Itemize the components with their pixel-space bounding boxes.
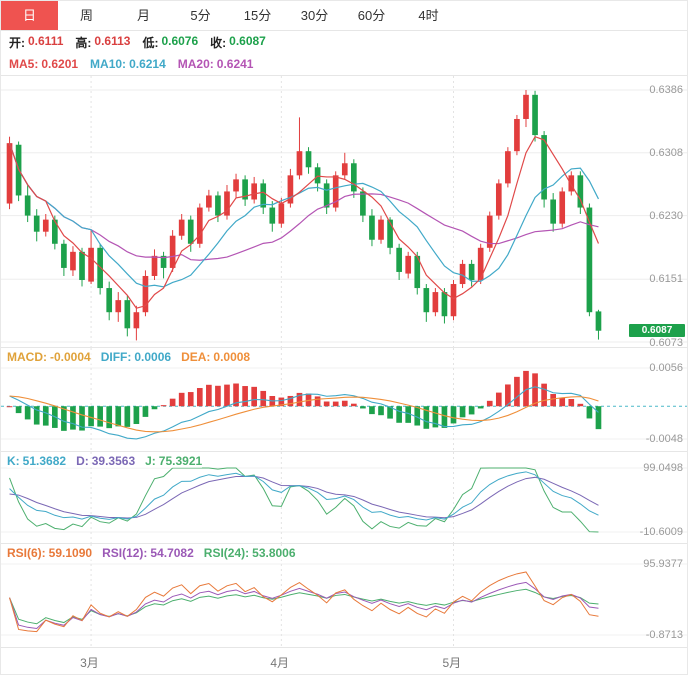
rsi6-label: RSI(6): — [7, 546, 46, 560]
low-label: 低: — [142, 35, 159, 50]
tab-30min[interactable]: 30分 — [300, 8, 329, 23]
rsi-panel: RSI(6): 59.1090 RSI(12): 54.7082 RSI(24): 5… — [1, 543, 687, 647]
tab-5min[interactable]: 5分 — [190, 8, 211, 23]
tab-15min[interactable]: 15分 — [243, 8, 272, 23]
time-axis: 3月 4月 5月 — [1, 647, 687, 674]
month-label-march: 3月 — [80, 656, 99, 670]
open-value: 0.6111 — [28, 33, 64, 48]
kdj-panel: K: 51.3682 D: 39.3563 J: 75.3921 99.0498 -1… — [1, 451, 687, 543]
d-value: 39.3563 — [91, 454, 136, 468]
j-label: J: — [145, 454, 156, 468]
k-value: 51.3682 — [22, 454, 67, 468]
rsi24-value: 53.8006 — [252, 546, 296, 560]
k-readout: K: 51.3682 — [7, 454, 66, 468]
macd-axis-top: 0.0056 — [649, 362, 683, 374]
diff-readout: DIFF: 0.0006 — [101, 350, 171, 364]
ma5-value: 0.6201 — [41, 57, 79, 71]
rsi-readout: RSI(6): 59.1090 RSI(12): 54.7082 RSI(24): 5… — [7, 546, 296, 560]
open-label: 开: — [9, 35, 25, 50]
ma10-readout: MA10: 0.6214 — [90, 57, 166, 71]
tab-day[interactable]: 日 — [1, 1, 58, 30]
main-axis-label-1: 0.6386 — [649, 84, 683, 96]
low-readout: 低: 0.6076 — [142, 34, 198, 51]
ma-readout: MA5: 0.6201 MA10: 0.6214 MA20: 0.6241 — [1, 53, 687, 75]
close-label: 收: — [210, 35, 227, 50]
k-label: K: — [7, 454, 20, 468]
ma20-label: MA20: — [177, 57, 214, 71]
macd-axis-bottom: -0.0048 — [645, 433, 683, 445]
ma5-readout: MA5: 0.6201 — [9, 57, 78, 71]
main-axis-label-2: 0.6308 — [649, 147, 683, 159]
kdj-readout: K: 51.3682 D: 39.3563 J: 75.3921 — [7, 454, 203, 468]
last-price-tag: 0.6087 — [629, 324, 685, 337]
macd-panel: MACD: -0.0004 DIFF: 0.0006 DEA: 0.0008 0.00… — [1, 347, 687, 451]
close-value: 0.6087 — [229, 33, 266, 48]
macd-readout: MACD: -0.0004 DIFF: 0.0006 DEA: 0.0008 — [7, 350, 251, 364]
ohlc-readout: 开: 0.6111 高: 0.6113 低: 0.6076 收: 0.6087 — [1, 31, 687, 53]
diff-label: DIFF: — [100, 350, 132, 364]
tab-month[interactable]: 月 — [136, 8, 150, 23]
high-value: 0.6113 — [94, 33, 131, 48]
ma10-value: 0.6214 — [129, 57, 166, 71]
kdj-axis-bottom: -10.6009 — [639, 526, 683, 538]
diff-value: 0.0006 — [134, 350, 172, 364]
dea-readout: DEA: 0.0008 — [181, 350, 250, 364]
high-label: 高: — [75, 35, 92, 50]
macd-value-readout: MACD: -0.0004 — [7, 350, 91, 364]
rsi24-label: RSI(24): — [203, 546, 250, 560]
macd-value: -0.0004 — [50, 350, 91, 364]
rsi12-label: RSI(12): — [102, 546, 148, 560]
main-axis-label-4: 0.6151 — [649, 273, 683, 285]
rsi-chart[interactable] — [1, 544, 687, 647]
kdj-chart[interactable] — [1, 452, 687, 543]
dea-label: DEA: — [181, 350, 211, 364]
ma10-label: MA10: — [90, 57, 127, 71]
tab-60min[interactable]: 60分 — [357, 8, 386, 23]
tab-week[interactable]: 周 — [79, 8, 93, 23]
tab-4hour[interactable]: 4时 — [418, 8, 439, 23]
ma20-value: 0.6241 — [216, 57, 254, 71]
period-tabbar: 日 周 月 5分 15分 30分 60分 4时 — [1, 1, 687, 31]
ma5-label: MA5: — [9, 57, 39, 71]
main-axis-label-5: 0.6073 — [649, 337, 683, 347]
high-readout: 高: 0.6113 — [75, 34, 130, 51]
rsi6-value: 59.1090 — [48, 546, 93, 560]
rsi12-readout: RSI(12): 54.7082 — [102, 546, 194, 560]
kdj-axis-top: 99.0498 — [643, 462, 683, 474]
rsi12-value: 54.7082 — [150, 546, 194, 560]
candlestick-chart[interactable] — [1, 76, 687, 347]
macd-chart[interactable] — [1, 348, 687, 451]
dea-value: 0.0008 — [213, 350, 251, 364]
rsi-axis-top: 95.9377 — [643, 558, 683, 570]
rsi6-readout: RSI(6): 59.1090 — [7, 546, 92, 560]
ma20-readout: MA20: 0.6241 — [178, 57, 254, 71]
j-value: 75.3921 — [158, 454, 203, 468]
macd-label: MACD: — [7, 350, 47, 364]
d-label: D: — [76, 454, 89, 468]
main-chart-panel: 0.6386 0.6308 0.6230 0.6151 0.6073 0.608… — [1, 75, 687, 347]
open-readout: 开: 0.6111 — [9, 34, 63, 51]
low-value: 0.6076 — [161, 33, 199, 48]
close-readout: 收: 0.6087 — [210, 34, 266, 51]
j-readout: J: 75.3921 — [145, 454, 202, 468]
month-label-may: 5月 — [442, 656, 462, 670]
month-label-april: 4月 — [270, 656, 290, 670]
d-readout: D: 39.3563 — [76, 454, 135, 468]
rsi24-readout: RSI(24): 53.8006 — [204, 546, 296, 560]
main-axis-label-3: 0.6230 — [649, 210, 683, 222]
rsi-axis-bottom: -0.8713 — [645, 629, 683, 641]
